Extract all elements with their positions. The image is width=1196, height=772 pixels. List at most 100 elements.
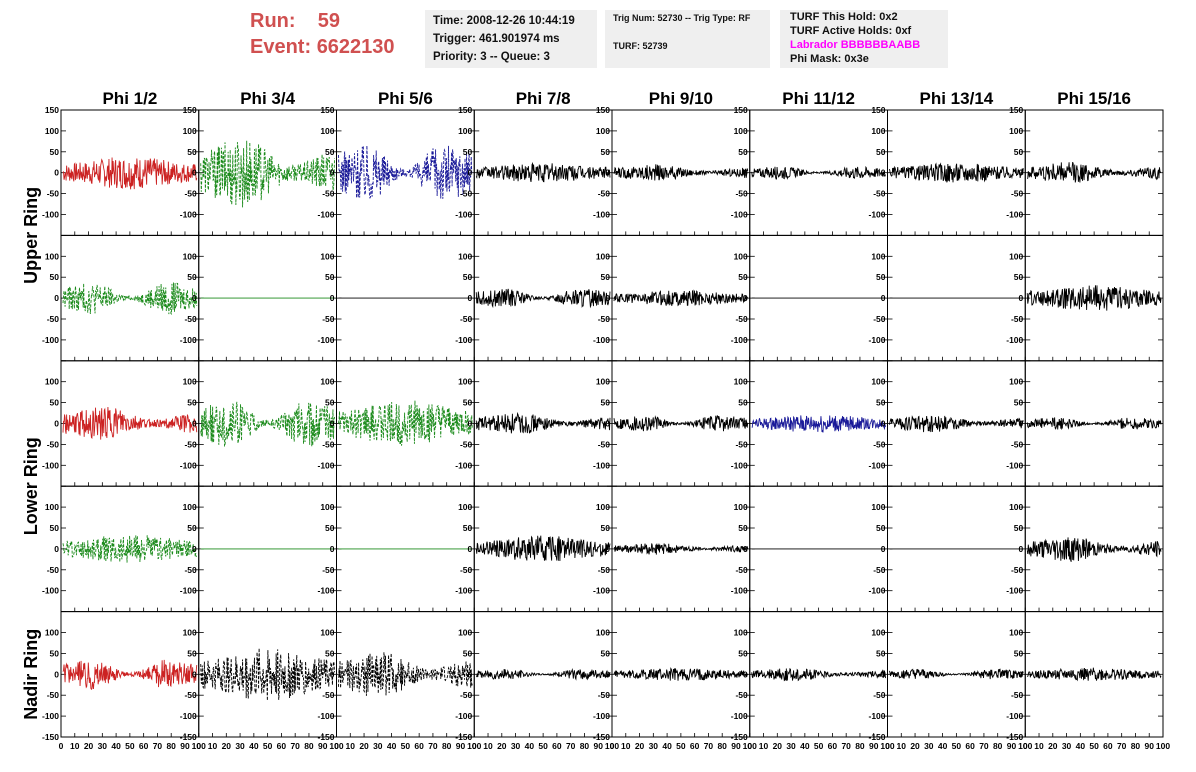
x-tick-label: 50 [676, 741, 686, 751]
ring-label: Lower Ring [21, 437, 41, 535]
x-tick-label: 0 [1023, 741, 1028, 751]
y-tick-label: -150 [593, 732, 610, 742]
x-tick-label: 20 [773, 741, 783, 751]
y-tick-label: 50 [738, 147, 748, 157]
x-tick-label: 60 [414, 741, 424, 751]
y-tick-label: 100 [596, 502, 610, 512]
y-tick-label: 50 [187, 523, 197, 533]
turf-active-text: TURF Active Holds: 0xf [790, 25, 912, 37]
y-tick-label: 0 [881, 669, 886, 679]
y-tick-label: 100 [45, 126, 59, 136]
y-tick-label: -150 [1006, 732, 1023, 742]
labrador-text: Labrador BBBBBBAABB [790, 39, 921, 51]
x-tick-label: 10 [759, 741, 769, 751]
y-tick-label: -50 [598, 565, 611, 575]
y-tick-label: -50 [598, 314, 611, 324]
y-tick-label: -50 [47, 189, 60, 199]
x-tick-label: 90 [1007, 741, 1017, 751]
y-tick-label: 150 [45, 105, 59, 115]
y-tick-label: -50 [184, 439, 197, 449]
y-tick-label: -50 [873, 189, 886, 199]
x-tick-label: 100 [329, 741, 343, 751]
x-tick-label: 10 [897, 741, 907, 751]
y-tick-label: 50 [738, 398, 748, 408]
y-tick-label: 50 [325, 523, 335, 533]
y-tick-label: 0 [330, 168, 335, 178]
y-tick-label: 50 [187, 648, 197, 658]
x-tick-label: 30 [786, 741, 796, 751]
y-tick-label: 100 [1009, 126, 1023, 136]
y-tick-label: 150 [183, 105, 197, 115]
y-tick-label: 100 [45, 502, 59, 512]
x-tick-label: 30 [649, 741, 659, 751]
y-tick-label: 50 [187, 398, 197, 408]
y-tick-label: -100 [42, 586, 59, 596]
y-tick-label: 0 [468, 669, 473, 679]
x-tick-label: 80 [442, 741, 452, 751]
x-tick-label: 10 [621, 741, 631, 751]
waveform-trace [751, 415, 886, 433]
x-tick-label: 40 [249, 741, 259, 751]
y-tick-label: 100 [320, 251, 334, 261]
y-tick-label: -100 [868, 586, 885, 596]
x-tick-label: 80 [855, 741, 865, 751]
y-tick-label: -50 [598, 189, 611, 199]
y-tick-label: 100 [320, 502, 334, 512]
y-tick-label: 50 [876, 147, 886, 157]
y-tick-label: 0 [330, 419, 335, 429]
y-tick-label: 0 [881, 419, 886, 429]
y-tick-label: 50 [463, 398, 473, 408]
y-tick-label: -100 [593, 711, 610, 721]
y-tick-label: 0 [881, 293, 886, 303]
time-text: Time: 2008-12-26 10:44:19 [433, 15, 575, 27]
y-tick-label: 100 [734, 502, 748, 512]
x-tick-label: 60 [828, 741, 838, 751]
turf-info-panel: TURF This Hold: 0x2 TURF Active Holds: 0… [780, 10, 948, 68]
y-tick-label: -100 [1006, 210, 1023, 220]
y-tick-label: 50 [876, 272, 886, 282]
y-tick-label: 50 [463, 147, 473, 157]
y-tick-label: 0 [192, 544, 197, 554]
y-tick-label: 100 [458, 377, 472, 387]
y-tick-label: 50 [325, 648, 335, 658]
waveform-trace [613, 164, 749, 181]
y-tick-label: 0 [192, 168, 197, 178]
y-tick-label: -50 [460, 189, 473, 199]
y-tick-label: -100 [868, 335, 885, 345]
y-tick-label: 0 [743, 293, 748, 303]
event-line: Event: 6622130 [250, 34, 415, 60]
y-tick-label: 50 [1014, 147, 1024, 157]
y-tick-label: 0 [54, 669, 59, 679]
y-tick-label: 150 [1009, 105, 1023, 115]
y-tick-label: 100 [734, 251, 748, 261]
phi-mask-text: Phi Mask: 0x3e [790, 53, 869, 65]
y-tick-label: -100 [317, 586, 334, 596]
y-tick-label: 100 [871, 126, 885, 136]
trig-num-text: Trig Num: 52730 -- Trig Type: RF [613, 13, 751, 23]
y-tick-label: 0 [54, 419, 59, 429]
x-tick-label: 30 [373, 741, 383, 751]
x-tick-label: 30 [511, 741, 521, 751]
y-tick-label: 0 [605, 419, 610, 429]
x-tick-label: 70 [290, 741, 300, 751]
y-tick-label: -100 [42, 335, 59, 345]
waveform-trace [475, 288, 611, 309]
y-tick-label: 150 [458, 105, 472, 115]
y-tick-label: -50 [322, 314, 335, 324]
y-tick-label: -150 [42, 732, 59, 742]
x-tick-label: 40 [387, 741, 397, 751]
waveform-trace [475, 161, 611, 183]
y-tick-label: 100 [734, 126, 748, 136]
trigger-info-panel: Trig Num: 52730 -- Trig Type: RF TURF: 5… [605, 10, 770, 68]
column-title: Phi 7/8 [516, 89, 571, 108]
y-tick-label: 100 [183, 502, 197, 512]
x-tick-label: 70 [428, 741, 438, 751]
y-tick-label: 50 [50, 272, 60, 282]
y-tick-label: 0 [1019, 544, 1024, 554]
y-tick-label: 100 [45, 251, 59, 261]
x-tick-label: 50 [125, 741, 135, 751]
y-tick-label: -100 [317, 335, 334, 345]
trigger-text: Trigger: 461.901974 ms [433, 33, 560, 45]
x-tick-label: 100 [605, 741, 619, 751]
